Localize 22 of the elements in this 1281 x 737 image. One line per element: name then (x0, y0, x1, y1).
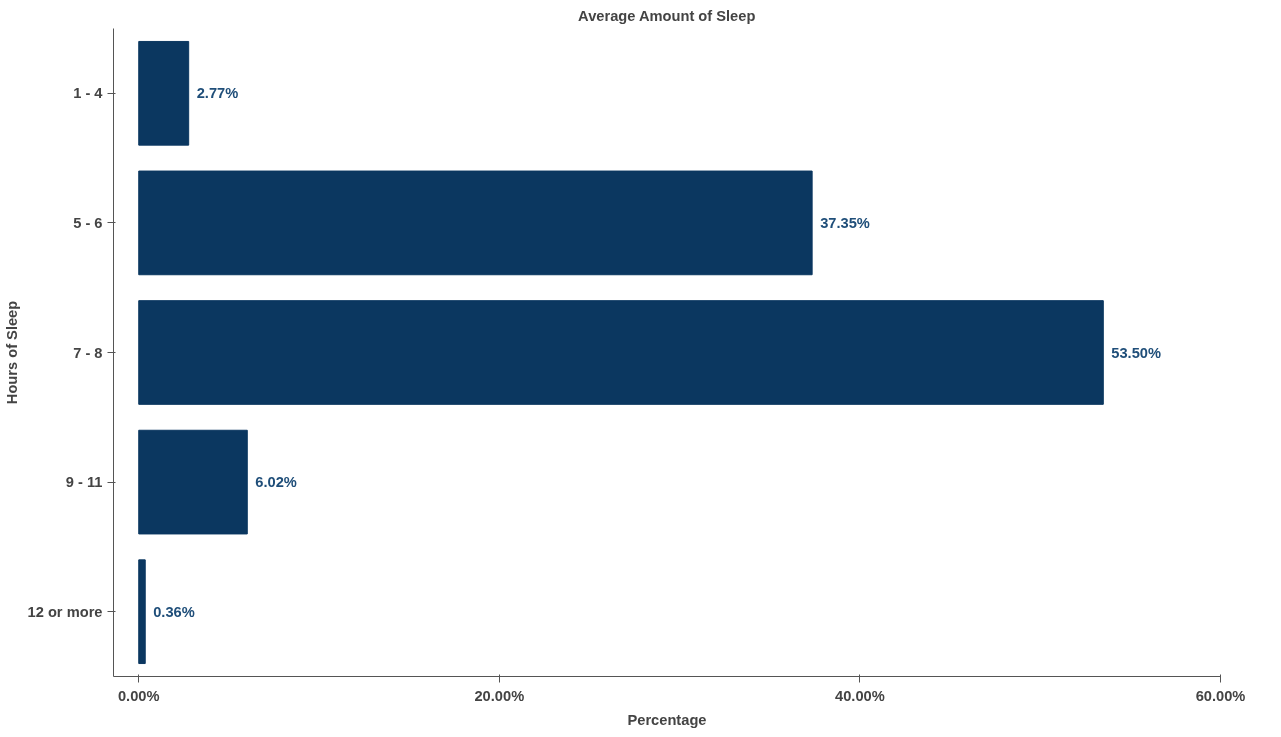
data-label: 2.77% (196, 85, 239, 102)
data-label: 37.35% (820, 214, 870, 231)
x-tick-label: 0.00% (117, 687, 160, 704)
x-tick-label: 40.00% (835, 687, 885, 704)
y-axis-title: Hours of Sleep (3, 300, 20, 405)
bar (138, 170, 813, 276)
y-tick-label: 5 - 6 (73, 214, 103, 231)
bar (138, 40, 190, 146)
y-tick-label: 1 - 4 (73, 85, 104, 102)
y-tick-label: 12 or more (27, 603, 103, 620)
x-tick-label: 20.00% (474, 687, 525, 704)
bar (138, 559, 146, 665)
bar (138, 300, 1104, 405)
chart-title: Average Amount of Sleep (578, 7, 756, 24)
y-tick-label: 9 - 11 (65, 474, 103, 491)
bar (138, 429, 248, 535)
data-label: 53.50% (1111, 344, 1162, 361)
x-axis-title: Percentage (627, 711, 707, 728)
y-tick-label: 7 - 8 (73, 344, 103, 361)
x-tick-label: 60.00% (1195, 687, 1246, 704)
data-label: 0.36% (153, 603, 195, 620)
data-label: 6.02% (255, 474, 297, 491)
